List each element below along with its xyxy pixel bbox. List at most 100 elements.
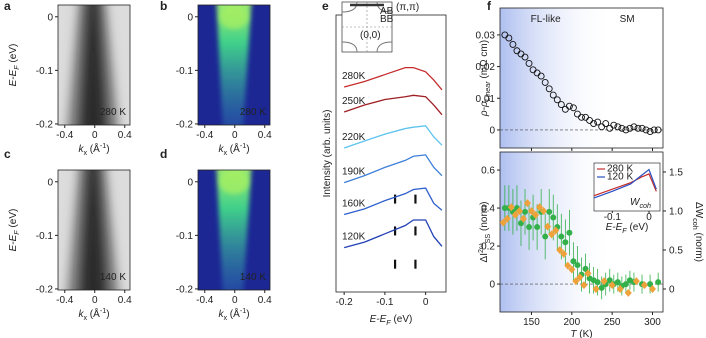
label-part: E-E: [370, 314, 387, 325]
y-tick-label: 0: [489, 280, 495, 291]
rho-point: [622, 126, 630, 134]
y2-axis-label: ΔWcoh (norm): [691, 202, 704, 262]
x-tick-label: -0.1: [604, 212, 622, 223]
label-part: ): [106, 144, 109, 155]
region-label: SM: [620, 14, 635, 25]
label-part: (eV): [627, 222, 649, 233]
x-axis-label: kx (Å-1): [78, 141, 109, 157]
image: [58, 5, 130, 125]
intensity-point: [550, 214, 557, 221]
wcoh-point: [649, 284, 657, 293]
wcoh-point: [515, 206, 523, 215]
legend-label: 280 K: [607, 164, 633, 175]
label-part: SS: [483, 234, 492, 244]
rho-point: [590, 120, 598, 128]
label-part: F: [12, 65, 21, 70]
wcoh-point: [536, 203, 544, 212]
wcoh-point: [540, 206, 548, 215]
intensity-point: [562, 239, 569, 246]
wcoh-point: [568, 265, 576, 274]
label-part: k: [78, 144, 84, 155]
rho-point: [578, 113, 585, 121]
y-tick-label: 0.2: [481, 242, 495, 253]
label-part: E-E: [606, 222, 623, 233]
series-label: 250K: [342, 96, 366, 107]
inset-label: (π,π): [396, 2, 419, 13]
label-part: ): [106, 309, 109, 320]
intensity-point: [614, 279, 621, 286]
y-tick-label: -0.1: [36, 231, 54, 242]
x-tick-label: -0.4: [56, 295, 74, 306]
y-tick-label: 0: [47, 12, 53, 23]
rho-point: [541, 78, 549, 86]
intensity-point: [606, 277, 613, 284]
label-part: ΔW: [693, 202, 704, 219]
label-part: ): [246, 144, 249, 155]
intensity-point: [655, 279, 662, 286]
wcoh-point: [624, 288, 632, 297]
wcoh-point: [632, 277, 640, 286]
y-axis-label: E-EF (eV): [8, 209, 21, 252]
rho-point: [642, 126, 650, 134]
panel-letter: b: [160, 0, 167, 13]
label-part: k: [218, 144, 224, 155]
y-tick-label: 0: [489, 125, 495, 136]
wcoh-point: [572, 277, 580, 286]
y-tick-label: -0.2: [36, 284, 54, 295]
temperature-label: 280 K: [100, 107, 126, 118]
rho-point: [557, 101, 565, 109]
band-top: [219, 5, 249, 29]
legend-label: 120 K: [607, 172, 633, 183]
wcoh-point: [548, 230, 556, 239]
image: [58, 170, 130, 290]
x-axis-label: T (K): [570, 329, 592, 338]
x-tick-label: -0.4: [196, 130, 214, 141]
x-tick-label: 0.4: [118, 130, 132, 141]
rho-point: [509, 40, 517, 48]
label-part: x: [83, 148, 87, 157]
rho-point: [545, 85, 553, 93]
rho-point: [525, 59, 533, 67]
label-part: E-E: [8, 234, 19, 251]
rho-point: [626, 124, 634, 132]
y-tick-label: -0.2: [36, 119, 54, 130]
series-label: 280K: [342, 71, 366, 82]
rho-point: [553, 96, 561, 104]
label-part: (eV): [8, 209, 19, 231]
y-tick-label: 0: [669, 284, 675, 295]
rho-point: [650, 126, 658, 134]
y-tick-label: 1.0: [669, 206, 683, 217]
label-part: F: [386, 318, 391, 327]
label-part: (eV): [391, 314, 413, 325]
band: [216, 5, 252, 125]
rho-point: [638, 124, 646, 132]
wcoh-point: [564, 261, 572, 270]
x-tick-label: 300: [644, 317, 661, 328]
rho-point: [646, 128, 654, 135]
inset-annotation: Wcoh: [630, 197, 651, 210]
panel-letter: f: [487, 0, 492, 13]
wcoh-point: [600, 277, 608, 286]
label-part: (norm): [479, 202, 490, 234]
label-part: W: [630, 197, 641, 208]
band: [216, 170, 252, 290]
series-label: 190K: [342, 167, 366, 178]
x-tick-label: 0.4: [118, 295, 132, 306]
label-part: k: [218, 309, 224, 320]
fl-region: [500, 8, 615, 148]
label-part: (Å: [227, 307, 240, 320]
label-part: E-E: [8, 69, 19, 86]
wcoh-point: [519, 214, 527, 223]
wcoh-point: [499, 218, 507, 227]
edc-curve: [343, 154, 443, 184]
intensity-point: [517, 220, 524, 227]
y-tick-label: -0.1: [176, 231, 194, 242]
rho-point: [610, 121, 618, 129]
label-part: x: [223, 148, 227, 157]
x-tick-label: 0: [232, 130, 238, 141]
axes-frame: [335, 14, 447, 293]
wcoh-point: [532, 210, 540, 219]
panel-letter: a: [4, 0, 11, 13]
x-tick-label: 0: [423, 297, 429, 308]
region-label: FL-like: [531, 14, 561, 25]
